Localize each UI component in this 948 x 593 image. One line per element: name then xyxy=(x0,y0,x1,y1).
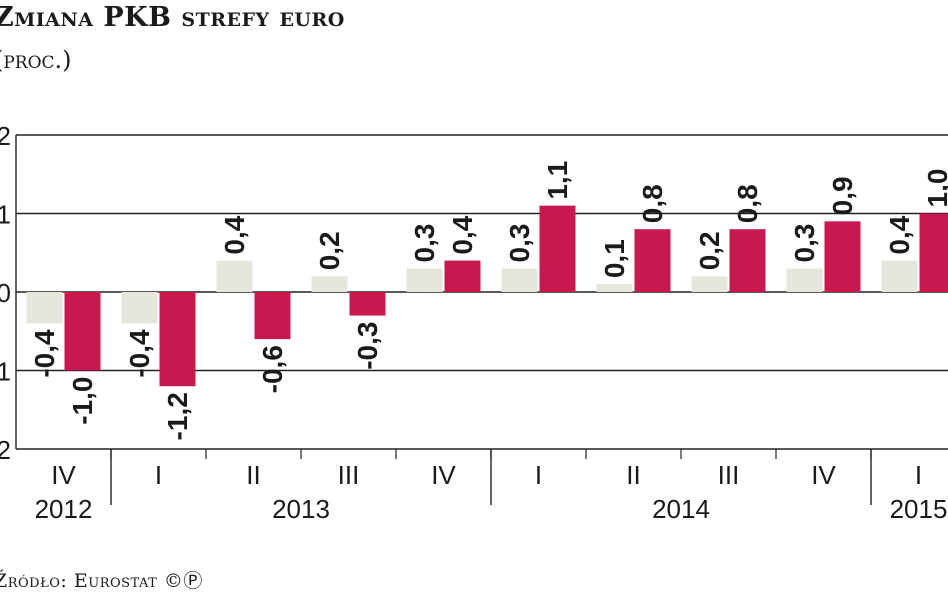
bar-series-b xyxy=(634,229,671,292)
bar-series-b xyxy=(539,205,576,292)
bar-series-a xyxy=(216,260,253,292)
bar-series-a xyxy=(881,260,918,292)
y-tick-label: 2 xyxy=(0,121,11,151)
bar-series-b xyxy=(824,221,861,292)
bar-series-a xyxy=(691,276,728,292)
data-label: -1,0 xyxy=(67,377,98,425)
y-tick-label: -1 xyxy=(0,357,11,387)
bar-series-a xyxy=(786,268,823,292)
data-label: -0,3 xyxy=(352,322,383,370)
x-tick-label: I xyxy=(155,460,162,490)
x-tick-label: IV xyxy=(51,460,76,490)
x-tick-label: IV xyxy=(431,460,456,490)
chart-title: Zmiana PKB strefy euro xyxy=(0,2,345,33)
data-label: 0,3 xyxy=(504,224,535,263)
bar-series-a xyxy=(311,276,348,292)
y-tick-label: -2 xyxy=(0,435,11,465)
bar-series-b xyxy=(919,213,948,292)
data-label: 0,4 xyxy=(884,215,915,254)
bar-series-b xyxy=(729,229,766,292)
data-label: 0,1 xyxy=(599,239,630,278)
bar-series-a xyxy=(26,292,63,324)
x-tick-label: IV xyxy=(811,460,836,490)
chart-subtitle: (proc.) xyxy=(0,46,72,74)
bar-series-a xyxy=(596,284,633,292)
data-label: 0,9 xyxy=(827,176,858,215)
bar-series-b xyxy=(64,292,101,371)
data-label: -0,4 xyxy=(29,329,60,378)
data-label: 0,4 xyxy=(219,215,250,254)
year-label: 2013 xyxy=(272,494,330,524)
x-tick-label: III xyxy=(338,460,360,490)
bar-series-b xyxy=(349,292,386,316)
data-label: 0,8 xyxy=(637,184,668,223)
bar-series-b xyxy=(444,260,481,292)
data-label: 1,1 xyxy=(542,161,573,200)
data-label: -0,4 xyxy=(124,329,155,378)
data-label: 0,3 xyxy=(409,224,440,263)
x-tick-label: II xyxy=(626,460,640,490)
data-label: 0,3 xyxy=(789,224,820,263)
data-label: -1,2 xyxy=(162,392,193,440)
bar-series-a xyxy=(406,268,443,292)
data-label: 0,2 xyxy=(694,231,725,270)
data-label: -0,6 xyxy=(257,345,288,393)
y-tick-label: 0 xyxy=(0,278,11,308)
bar-series-a xyxy=(501,268,538,292)
data-label: 0,4 xyxy=(447,215,478,254)
x-tick-label: I xyxy=(915,460,922,490)
source-note: Źródło: Eurostat ©Ⓟ xyxy=(0,570,203,592)
year-label: 2015 xyxy=(890,494,948,524)
data-label: 0,8 xyxy=(732,184,763,223)
data-label: 1,0 xyxy=(922,169,948,208)
data-label: 0,2 xyxy=(314,231,345,270)
year-label: 2012 xyxy=(35,494,93,524)
bar-series-b xyxy=(254,292,291,340)
x-tick-label: III xyxy=(718,460,740,490)
x-tick-label: II xyxy=(246,460,260,490)
x-tick-label: I xyxy=(535,460,542,490)
y-tick-label: 1 xyxy=(0,200,11,230)
bar-series-a xyxy=(121,292,158,324)
bar-series-b xyxy=(159,292,196,387)
year-label: 2014 xyxy=(652,494,710,524)
